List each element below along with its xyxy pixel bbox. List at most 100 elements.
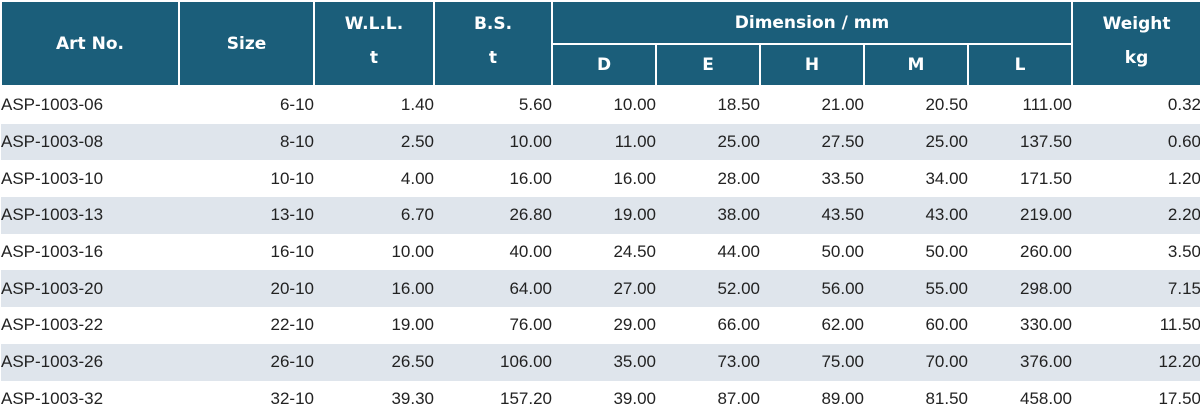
cell-m: 60.00 [925,315,968,335]
table-row: ASP-1003-08 8-10 2.50 10.00 11.00 25.00 … [1,123,1200,161]
header-size: Size [178,0,315,87]
cell-h: 27.50 [760,123,864,161]
cell-size: 8-10 [179,123,314,161]
header-weight-unit: kg [1124,48,1149,68]
cell-bs: 16.00 [509,168,552,188]
cell-m: 25.00 [864,123,968,161]
table-row: ASP-1003-22 22-10 19.00 76.00 29.00 66.0… [1,307,1200,344]
cell-l: 376.00 [968,343,1073,381]
cell-h: 62.00 [821,315,864,335]
cell-h: 56.00 [760,270,864,308]
header-bs-unit: t [488,48,498,68]
cell-size: 6-10 [279,95,314,115]
cell-art-no: ASP-1003-22 [1,315,104,335]
cell-e: 73.00 [656,343,760,381]
cell-m: 34.00 [925,168,968,188]
cell-art-no: ASP-1003-08 [1,123,179,161]
cell-art-no: ASP-1003-32 [1,388,104,408]
cell-wll: 26.50 [314,343,434,381]
header-dim-m: M [863,43,969,87]
cell-wll: 10.00 [391,242,434,262]
cell-h: 43.50 [760,197,864,234]
header-weight-label: Weight [1102,14,1171,34]
cell-l: 260.00 [1020,242,1073,262]
cell-weight: 17.50 [1158,388,1200,408]
cell-m: 81.50 [925,388,968,408]
table-body: ASP-1003-06 6-10 1.40 5.60 10.00 18.50 2… [1,86,1200,417]
cell-e: 87.00 [717,388,760,408]
cell-art-no: ASP-1003-20 [1,270,179,308]
cell-wll: 4.00 [400,168,434,188]
cell-bs: 26.80 [434,197,552,234]
cell-h: 33.50 [821,168,864,188]
cell-l: 330.00 [1020,315,1073,335]
table-row: ASP-1003-32 32-10 39.30 157.20 39.00 87.… [1,381,1200,417]
table-row: ASP-1003-06 6-10 1.40 5.60 10.00 18.50 2… [1,86,1200,124]
cell-wll: 16.00 [314,270,434,308]
cell-d: 11.00 [552,123,656,161]
cell-d: 35.00 [552,343,656,381]
header-dim-d: D [551,43,657,87]
table-row: ASP-1003-10 10-10 4.00 16.00 16.00 28.00… [1,160,1200,197]
header-dim-h: H [759,43,865,87]
table-row: ASP-1003-13 13-10 6.70 26.80 19.00 38.00… [1,197,1200,234]
cell-m: 50.00 [925,242,968,262]
table-row: ASP-1003-20 20-10 16.00 64.00 27.00 52.0… [1,270,1200,308]
cell-wll: 19.00 [391,315,434,335]
cell-d: 16.00 [613,168,656,188]
cell-e: 38.00 [656,197,760,234]
cell-weight: 0.60 [1072,123,1200,161]
cell-weight: 12.20 [1072,343,1200,381]
cell-m: 55.00 [864,270,968,308]
cell-art-no: ASP-1003-06 [1,95,104,115]
header-wll: W.L.L. t [313,0,435,87]
cell-weight: 11.50 [1159,315,1200,335]
cell-m: 70.00 [864,343,968,381]
cell-bs: 64.00 [434,270,552,308]
cell-art-no: ASP-1003-16 [1,242,104,262]
cell-weight: 2.20 [1072,197,1200,234]
cell-size: 10-10 [270,168,314,188]
cell-h: 89.00 [821,388,864,408]
cell-d: 19.00 [552,197,656,234]
cell-e: 44.00 [717,242,760,262]
cell-wll: 39.30 [391,388,434,408]
cell-l: 137.50 [968,123,1073,161]
cell-l: 219.00 [968,197,1073,234]
header-bs: B.S. t [433,0,553,87]
header-wll-unit: t [369,48,379,68]
cell-weight: 1.20 [1167,168,1200,188]
header-wll-label: W.L.L. [344,14,404,34]
cell-e: 52.00 [656,270,760,308]
cell-wll: 1.40 [400,95,434,115]
cell-e: 18.50 [717,95,760,115]
cell-weight: 0.32 [1167,95,1200,115]
cell-size: 16-10 [270,242,314,262]
cell-m: 43.00 [864,197,968,234]
cell-d: 27.00 [552,270,656,308]
header-weight: Weight kg [1071,0,1200,87]
cell-size: 13-10 [179,197,314,234]
cell-art-no: ASP-1003-13 [1,197,179,234]
header-bs-label: B.S. [473,14,513,34]
cell-art-no: ASP-1003-26 [1,343,179,381]
cell-d: 29.00 [613,315,656,335]
cell-size: 32-10 [270,388,314,408]
cell-d: 24.50 [613,242,656,262]
cell-bs: 106.00 [434,343,552,381]
cell-art-no: ASP-1003-10 [1,168,104,188]
cell-weight: 7.15 [1072,270,1200,308]
cell-e: 28.00 [717,168,760,188]
cell-h: 21.00 [821,95,864,115]
cell-wll: 2.50 [314,123,434,161]
cell-size: 20-10 [179,270,314,308]
header-dim-l: L [966,43,1074,87]
cell-e: 25.00 [656,123,760,161]
cell-bs: 10.00 [434,123,552,161]
cell-wll: 6.70 [314,197,434,234]
cell-bs: 76.00 [509,315,552,335]
cell-d: 10.00 [613,95,656,115]
cell-bs: 157.20 [500,388,552,408]
cell-size: 26-10 [179,343,314,381]
